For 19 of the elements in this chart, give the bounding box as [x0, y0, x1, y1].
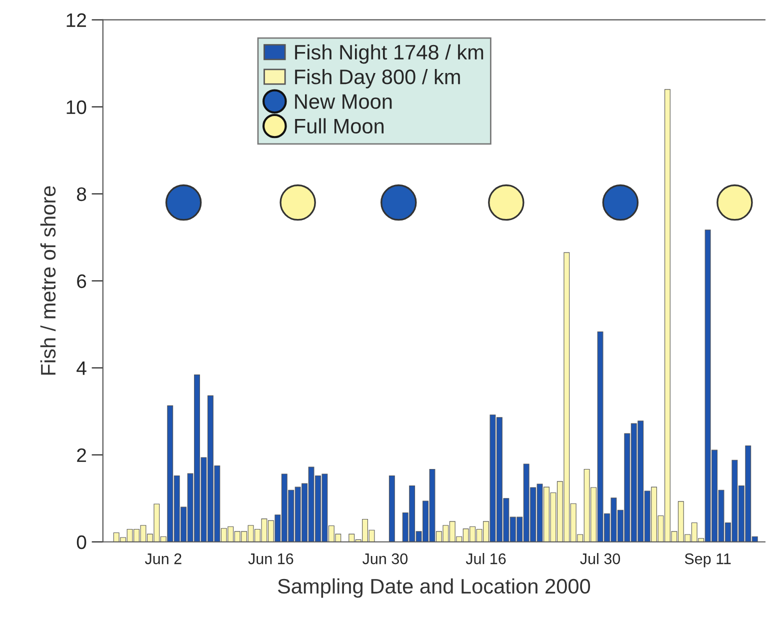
y-tick-label: 10	[66, 100, 86, 114]
y-tick-label: 12	[66, 13, 86, 27]
y-tick-label: 2	[77, 448, 86, 462]
legend-label: Fish Night 1748 / km	[295, 44, 484, 64]
x-tick-label: Sep 11	[684, 553, 731, 568]
x-tick-label: Jun 2	[144, 553, 182, 564]
legend-label: New Moon	[295, 94, 392, 109]
x-axis-title: Sampling Date and Location 2000	[278, 578, 590, 598]
y-tick-label: 8	[76, 187, 86, 202]
x-tick-label: Jun 16	[248, 553, 294, 564]
y-tick-label: 0	[76, 535, 86, 550]
x-tick-label: Jul 16	[466, 552, 506, 564]
x-tick-label: Jun 30	[362, 553, 408, 564]
y-tick-label: 4	[76, 362, 86, 375]
y-axis-title: Fish / metre of shore	[40, 186, 56, 375]
x-tick-label: Jul 30	[580, 552, 620, 564]
legend-label: Fish Day 800 / km	[295, 68, 460, 88]
y-tick-label: 6	[77, 274, 86, 288]
legend-label: Full Moon	[295, 118, 384, 134]
